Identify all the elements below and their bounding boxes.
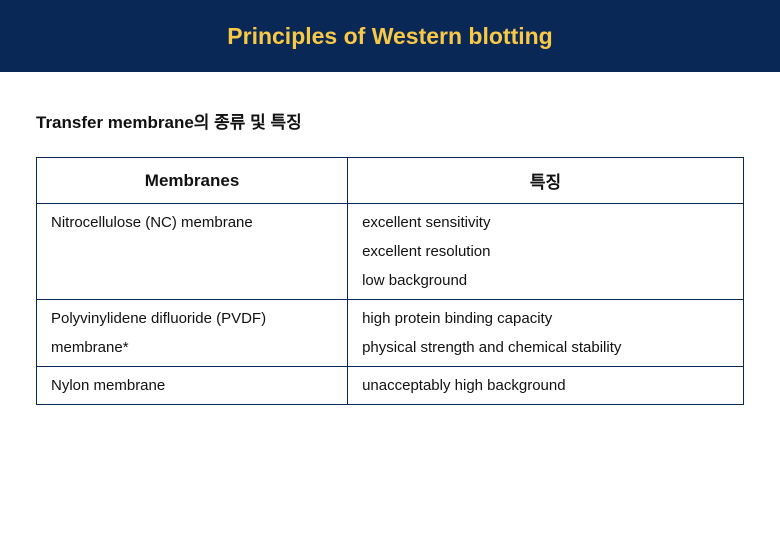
subtitle: Transfer membrane의 종류 및 특징 xyxy=(36,108,744,133)
feature-cell: excellent resolution xyxy=(348,237,744,266)
membrane-cell xyxy=(37,266,348,300)
membrane-cell: Nitrocellulose (NC) membrane xyxy=(37,204,348,238)
membrane-cell: Nylon membrane xyxy=(37,367,348,405)
title-band: Principles of Western blotting xyxy=(0,0,780,72)
membrane-cell: Polyvinylidene difluoride (PVDF) xyxy=(37,300,348,334)
content-area: Transfer membrane의 종류 및 특징 Membranes 특징 … xyxy=(0,72,780,405)
feature-cell: low background xyxy=(348,266,744,300)
table-row: Nylon membrane unacceptably high backgro… xyxy=(37,367,744,405)
col-header-features: 특징 xyxy=(348,158,744,204)
table-row: Nitrocellulose (NC) membrane excellent s… xyxy=(37,204,744,238)
col-header-membranes: Membranes xyxy=(37,158,348,204)
table-row: membrane* physical strength and chemical… xyxy=(37,333,744,367)
feature-cell: physical strength and chemical stability xyxy=(348,333,744,367)
table-header-row: Membranes 특징 xyxy=(37,158,744,204)
feature-cell: high protein binding capacity xyxy=(348,300,744,334)
slide-title: Principles of Western blotting xyxy=(227,23,552,50)
feature-cell: unacceptably high background xyxy=(348,367,744,405)
membrane-table: Membranes 특징 Nitrocellulose (NC) membran… xyxy=(36,157,744,405)
table-row: excellent resolution xyxy=(37,237,744,266)
feature-cell: excellent sensitivity xyxy=(348,204,744,238)
membrane-cell: membrane* xyxy=(37,333,348,367)
table-row: low background xyxy=(37,266,744,300)
table-row: Polyvinylidene difluoride (PVDF) high pr… xyxy=(37,300,744,334)
membrane-cell xyxy=(37,237,348,266)
